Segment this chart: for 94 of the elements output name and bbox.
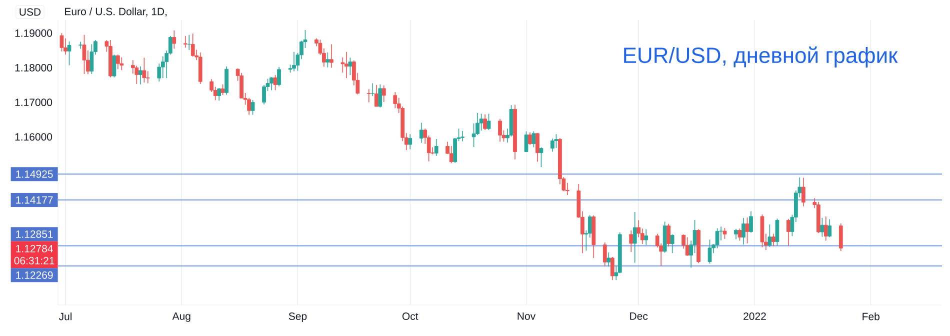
candlestick	[610, 256, 614, 280]
candlestick	[550, 138, 554, 152]
candlestick	[749, 210, 753, 234]
candlestick	[644, 228, 648, 246]
candlestick	[378, 84, 382, 108]
candlestick	[116, 54, 120, 70]
x-tick-label: Oct	[402, 312, 418, 320]
candlestick	[250, 99, 255, 116]
candlestick	[382, 84, 386, 102]
candlestick	[220, 84, 225, 96]
y-tick-label: 1.17000	[15, 98, 52, 106]
candlestick	[277, 66, 281, 87]
text: 1.12784	[16, 244, 53, 252]
candlestick	[824, 216, 828, 242]
candlestick	[120, 56, 124, 71]
candlestick	[419, 122, 424, 144]
candlestick	[486, 113, 491, 130]
ref-line-label: 1.14925	[16, 170, 53, 178]
x-tick-label: Feb	[862, 312, 880, 320]
candlestick	[247, 97, 251, 116]
candlestick	[838, 222, 843, 252]
candlestick	[348, 57, 352, 76]
y-tick-label: 1.19000	[15, 29, 52, 37]
ref-line-label: 1.12269	[16, 271, 53, 279]
candlestick	[670, 234, 674, 254]
candlestick	[820, 217, 824, 238]
x-tick-label: Dec	[630, 312, 648, 320]
candlestick	[483, 114, 487, 130]
candlestick	[828, 218, 832, 238]
candlestick	[374, 84, 378, 107]
x-tick-label: Jul	[58, 312, 72, 320]
candlestick	[801, 177, 806, 207]
candlestick	[629, 230, 634, 252]
candlestick	[82, 34, 86, 74]
candlestick	[479, 113, 484, 132]
candlestick	[330, 44, 334, 68]
candlestick	[775, 218, 780, 246]
candlestick	[708, 239, 712, 264]
x-tick-label: Nov	[518, 312, 536, 320]
candlestick	[67, 41, 72, 66]
candlestick	[536, 132, 540, 162]
candlestick	[738, 228, 742, 242]
candlestick	[60, 32, 64, 52]
candlestick	[112, 54, 116, 78]
y-tick-label: 1.16000	[15, 133, 52, 141]
candlestick	[722, 227, 727, 240]
candlestick	[734, 228, 738, 240]
candlestick	[715, 228, 720, 249]
candlestick	[532, 130, 536, 148]
x-tick-label: 2022	[744, 312, 766, 320]
candlestick	[326, 52, 330, 68]
text: EUR/USD, дневной график	[624, 46, 898, 68]
candlestick	[78, 41, 82, 50]
y-axis-title: USD	[20, 8, 41, 16]
candlestick	[539, 146, 544, 168]
candlestick	[292, 51, 296, 72]
candlestick	[498, 118, 502, 142]
candlestick	[270, 76, 274, 91]
candlestick	[602, 242, 607, 267]
candlestick	[366, 88, 371, 103]
candlestick	[632, 212, 637, 264]
candlestick	[742, 217, 746, 245]
candlestick	[434, 138, 438, 156]
candlestick	[190, 33, 195, 58]
x-tick-label: Aug	[172, 312, 190, 322]
ref-line-label: 1.12851	[16, 230, 53, 238]
candlestick	[772, 233, 776, 247]
y-tick-label: 1.18000	[15, 64, 52, 72]
candlestick	[449, 146, 454, 164]
candlestick	[606, 252, 611, 268]
candlestick	[408, 134, 412, 150]
candlestick	[142, 57, 146, 83]
candlestick	[90, 44, 94, 74]
candlestick	[183, 36, 188, 48]
candlestick	[172, 30, 176, 50]
candlestick	[554, 134, 558, 148]
text: 06:31:21	[14, 256, 54, 264]
candlestick	[217, 88, 222, 101]
candlestick	[768, 224, 772, 248]
candlestick	[273, 74, 278, 91]
candlestick	[393, 92, 398, 109]
ref-line-label: 1.14177	[16, 196, 53, 204]
chart-subtitle: Euro / U.S. Dollar, 1D,	[65, 8, 167, 16]
candlestick	[344, 51, 348, 79]
candlestick	[745, 217, 750, 244]
candlestick	[224, 66, 228, 96]
candlestick	[786, 218, 790, 246]
candlestick	[528, 132, 532, 146]
candlestick	[685, 236, 690, 256]
candlestick	[524, 130, 528, 152]
candlestick	[460, 130, 464, 142]
candlestick	[138, 66, 142, 85]
x-tick-label: Sep	[288, 312, 307, 322]
candlestick	[666, 223, 671, 247]
